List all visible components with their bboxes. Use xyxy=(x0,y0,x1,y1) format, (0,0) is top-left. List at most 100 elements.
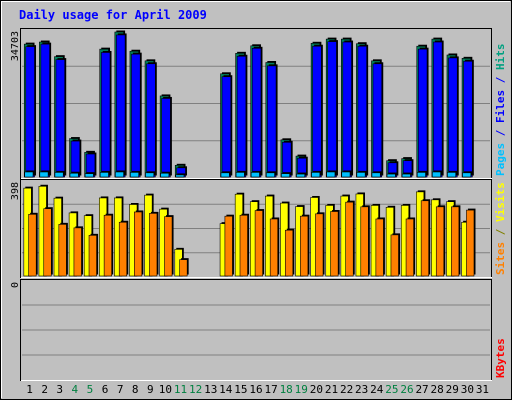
x-tick-label-day-17: 17 xyxy=(264,383,277,396)
bar-pages-day-7 xyxy=(114,171,124,178)
bar-sites-day-24 xyxy=(375,218,384,277)
y-axis-label-part: Pages xyxy=(494,143,507,176)
bar-sites-day-3 xyxy=(58,224,67,277)
bar-pages-day-30 xyxy=(462,172,472,178)
x-tick-label-day-9: 9 xyxy=(147,383,154,396)
bar-pages-day-1 xyxy=(24,171,34,178)
x-tick-label-day-4: 4 xyxy=(72,383,79,396)
bar-pages-day-24 xyxy=(371,172,381,178)
y-max-label-kbytes: 0 xyxy=(10,282,21,288)
panel-kbytes: 0 KBytes xyxy=(10,279,507,381)
bar-pages-day-8 xyxy=(130,172,139,178)
bar-files-day-15 xyxy=(236,55,247,178)
x-tick-label-day-30: 30 xyxy=(461,383,474,396)
bar-sites-day-9 xyxy=(149,213,158,277)
bar-sites-day-8 xyxy=(134,211,143,277)
x-tick-label-day-13: 13 xyxy=(204,383,217,396)
bar-files-day-7 xyxy=(116,34,126,178)
x-tick-label-day-7: 7 xyxy=(117,383,124,396)
bar-sites-day-26 xyxy=(405,218,414,277)
bar-files-day-18 xyxy=(282,142,292,178)
panel-hits: 34703 Pages / Files / Hits xyxy=(10,28,507,179)
bar-sites-day-27 xyxy=(420,200,430,277)
bar-sites-day-4 xyxy=(73,227,82,277)
bar-pages-day-14 xyxy=(220,172,230,178)
bar-sites-day-23 xyxy=(360,206,369,277)
y-axis-label-part: / xyxy=(494,70,507,90)
bar-files-day-27 xyxy=(417,48,428,178)
bar-pages-day-25 xyxy=(386,173,396,178)
bar-pages-day-17 xyxy=(265,172,275,178)
panel-visits: 398 Sites / Visits xyxy=(10,179,507,278)
bar-files-day-21 xyxy=(327,41,337,178)
y-axis-label-part: / xyxy=(494,222,507,242)
x-tick-label-day-16: 16 xyxy=(249,383,262,396)
bar-pages-day-4 xyxy=(69,172,79,178)
bar-files-day-9 xyxy=(146,63,156,178)
y-axis-label-part: Files xyxy=(494,90,507,123)
bar-sites-day-29 xyxy=(451,206,460,277)
bar-shadow xyxy=(177,173,186,176)
bar-sites-day-25 xyxy=(390,234,399,277)
bar-sites-day-6 xyxy=(103,214,112,277)
bar-pages-day-9 xyxy=(145,172,155,178)
y-axis-label-part: Sites xyxy=(494,242,507,275)
bar-pages-day-21 xyxy=(326,171,336,178)
x-tick-label-day-5: 5 xyxy=(87,383,94,396)
bar-sites-day-14 xyxy=(224,215,233,277)
x-tick-label-day-11: 11 xyxy=(174,383,187,396)
bar-sites-day-15 xyxy=(239,214,248,277)
x-tick-label-day-27: 27 xyxy=(415,383,428,396)
bar-files-day-4 xyxy=(70,140,81,178)
bar-files-day-28 xyxy=(433,41,443,178)
bar-sites-day-18 xyxy=(284,229,294,277)
bar-sites-day-20 xyxy=(315,213,324,277)
bar-pages-day-19 xyxy=(296,173,306,178)
bar-files-day-23 xyxy=(357,45,367,178)
bar-files-day-3 xyxy=(55,59,66,178)
bar-sites-day-19 xyxy=(300,215,309,277)
bar-pages-day-11 xyxy=(175,174,185,178)
bar-sites-day-16 xyxy=(254,210,263,277)
bar-sites-day-5 xyxy=(88,235,97,277)
x-tick-label-day-1: 1 xyxy=(26,383,33,396)
bar-sites-day-2 xyxy=(43,208,52,277)
bar-pages-day-23 xyxy=(356,172,366,178)
x-tick-label-day-20: 20 xyxy=(310,383,323,396)
y-max-label-hits: 34703 xyxy=(10,31,21,61)
y-axis-label-part: KBytes xyxy=(494,338,507,378)
bar-pages-day-10 xyxy=(160,172,170,178)
chart-title: Daily usage for April 2009 xyxy=(19,8,207,22)
bar-files-day-29 xyxy=(448,57,458,178)
x-tick-label-day-2: 2 xyxy=(41,383,48,396)
x-tick-label-day-3: 3 xyxy=(56,383,63,396)
x-tick-label-day-10: 10 xyxy=(159,383,172,396)
bar-files-day-14 xyxy=(221,76,232,178)
y-axis-label-part: Hits xyxy=(494,44,507,71)
bar-pages-day-22 xyxy=(341,171,351,178)
y-axis-label-part: / xyxy=(494,123,507,143)
bar-pages-day-5 xyxy=(84,173,94,178)
y-axis-label-part: Visits xyxy=(494,182,507,222)
x-tick-label-day-14: 14 xyxy=(219,383,233,396)
bar-files-day-20 xyxy=(312,45,322,178)
x-tick-label-day-29: 29 xyxy=(446,383,459,396)
x-tick-label-day-18: 18 xyxy=(280,383,293,396)
y-axis-label-visits: Sites / Visits xyxy=(494,182,507,275)
bar-pages-day-3 xyxy=(54,172,64,178)
x-tick-label-day-25: 25 xyxy=(385,383,398,396)
bar-sites-day-11 xyxy=(179,259,188,277)
x-tick-label-day-8: 8 xyxy=(132,383,139,396)
bar-sites-day-28 xyxy=(435,206,445,277)
bar-pages-day-26 xyxy=(401,173,411,178)
x-tick-label-day-31: 31 xyxy=(476,383,489,396)
bar-files-day-10 xyxy=(161,98,171,178)
bar-sites-day-10 xyxy=(164,216,173,277)
x-tick-labels: 1 2 3 4 5 6 7 8 9 10 11 12 13 14 15 16 17 18 19 20 21 22 23 24 2… xyxy=(26,383,489,396)
bar-sites-day-21 xyxy=(330,211,339,277)
bar-pages-day-16 xyxy=(250,172,260,178)
bar-pages-day-15 xyxy=(235,172,245,178)
bar-sites-day-17 xyxy=(269,218,279,277)
